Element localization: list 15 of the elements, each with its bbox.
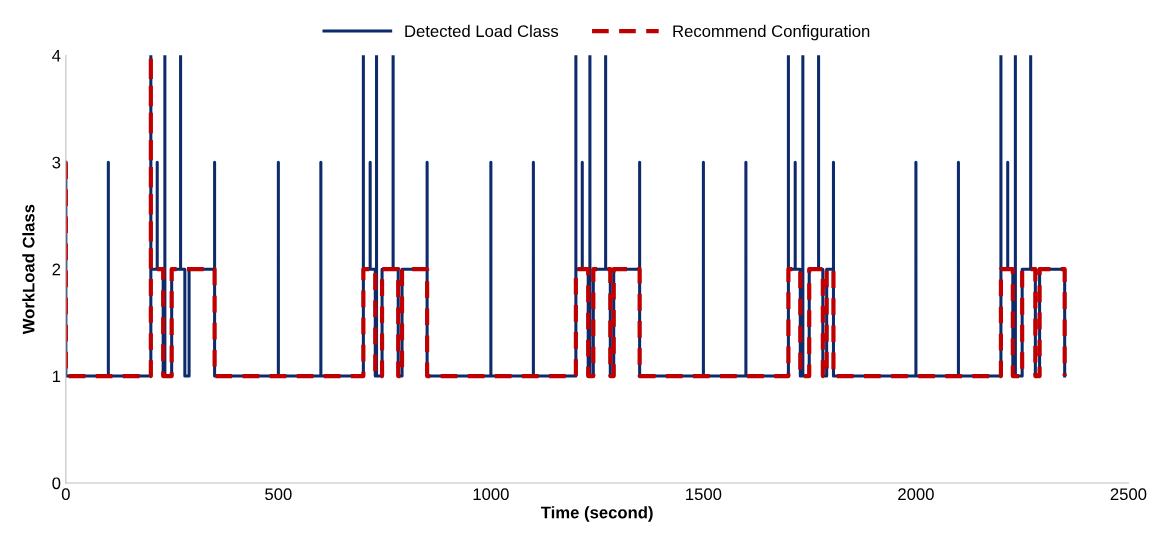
x-tick-label: 1000 [473, 488, 509, 501]
y-tick-label: 1 [52, 370, 61, 383]
x-tick-label: 0 [61, 488, 70, 501]
y-tick-label: 0 [52, 477, 61, 490]
x-tick-label: 500 [265, 488, 292, 501]
x-tick-label: 2500 [1110, 488, 1147, 501]
x-tick-label: 1500 [686, 488, 722, 501]
x-axis-title: Time (second) [540, 506, 653, 522]
y-axis-title: WorkLoad Class [22, 204, 35, 335]
y-tick-label: 2 [52, 263, 61, 276]
y-tick-label: 3 [52, 156, 61, 169]
legend-label: Detected Load Class [405, 24, 559, 38]
legend-label: Recommend Configuration [673, 24, 870, 41]
y-tick-label: 4 [52, 49, 61, 62]
x-tick-label: 2000 [898, 488, 934, 501]
